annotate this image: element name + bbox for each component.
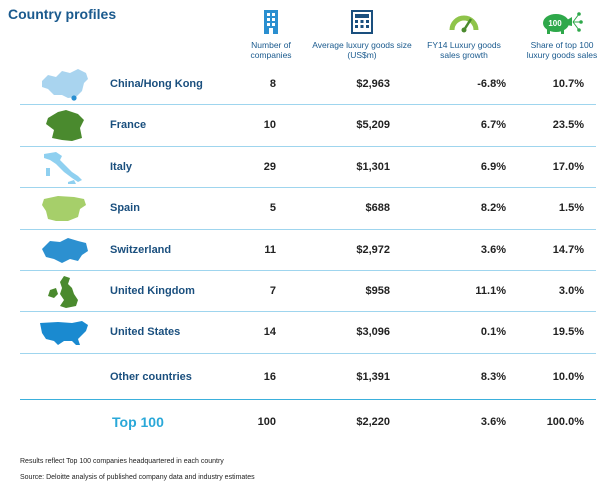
country-name: Spain	[110, 202, 140, 215]
sales-share: 100.0%	[546, 416, 584, 428]
sales-share: 10.0%	[552, 370, 584, 383]
average-size: $2,220	[356, 416, 390, 428]
average-size: $5,209	[356, 119, 390, 132]
table-row-total: Top 100 100 $2,220 3.6% 100.0%	[20, 403, 596, 441]
header-label: Average luxury goods size (US$m)	[312, 40, 412, 60]
average-size: $688	[365, 202, 390, 215]
page-title: Country profiles	[8, 6, 117, 22]
average-size: $3,096	[356, 326, 390, 339]
header-label: Share of top 100 luxury goods sales	[526, 40, 598, 60]
country-name: Switzerland	[110, 243, 172, 256]
sales-growth: 6.9%	[480, 160, 506, 173]
france-map-icon	[38, 108, 92, 143]
spain-map-icon	[38, 191, 92, 226]
sales-growth: 3.6%	[480, 243, 506, 256]
sales-growth: 8.2%	[480, 202, 506, 215]
sales-share: 3.0%	[558, 284, 584, 297]
sales-share: 14.7%	[552, 243, 584, 256]
sales-growth: 0.1%	[480, 326, 506, 339]
sales-growth: -6.8%	[477, 78, 506, 90]
company-count: 10	[263, 119, 276, 132]
average-size: $958	[365, 284, 390, 297]
italy-map-icon	[38, 150, 92, 185]
share-badge-text: 100	[548, 19, 562, 28]
sales-share: 10.7%	[552, 78, 584, 90]
total-label: Top 100	[112, 414, 164, 430]
sales-share: 23.5%	[552, 119, 584, 132]
source-note: Source: Deloitte analysis of published c…	[20, 474, 255, 481]
switzerland-map-icon	[38, 233, 92, 268]
header-label: FY14 Luxury goods sales growth	[427, 40, 501, 60]
table-row-us: United States 14 $3,096 0.1% 19.5%	[20, 312, 596, 354]
country-table: China/Hong Kong 8 $2,963 -6.8% 10.7% Fra…	[20, 64, 596, 400]
company-count: 100	[257, 416, 276, 428]
calculator-icon	[312, 8, 412, 36]
sales-growth: 11.1%	[475, 284, 506, 297]
table-row-italy: Italy 29 $1,301 6.9% 17.0%	[20, 147, 596, 189]
footnote: Results reflect Top 100 companies headqu…	[20, 458, 224, 465]
table-row-spain: Spain 5 $688 8.2% 1.5%	[20, 188, 596, 230]
table-row-switzerland: Switzerland 11 $2,972 3.6% 14.7%	[20, 230, 596, 271]
gauge-icon	[420, 8, 508, 36]
table-row-france: France 10 $5,209 6.7% 23.5%	[20, 105, 596, 147]
header-number-of-companies: Number of companies	[244, 8, 298, 60]
header-average-size: Average luxury goods size (US$m)	[312, 8, 412, 60]
sales-share: 19.5%	[552, 326, 584, 339]
country-name: France	[110, 119, 147, 132]
sales-growth: 8.3%	[480, 370, 506, 383]
average-size: $2,972	[356, 243, 390, 256]
piggy-bank-icon: 100	[520, 8, 604, 36]
table-row-china: China/Hong Kong 8 $2,963 -6.8% 10.7%	[20, 64, 596, 106]
table-row-uk: United Kingdom 7 $958 11.1% 3.0%	[20, 271, 596, 313]
building-icon	[244, 8, 298, 36]
table-row-other: Other countries 16 $1,391 8.3% 10.0%	[20, 354, 596, 400]
average-size: $1,391	[356, 370, 390, 383]
sales-share: 1.5%	[558, 202, 584, 215]
china-map-icon	[38, 67, 92, 102]
average-size: $1,301	[356, 160, 390, 173]
country-name: China/Hong Kong	[110, 78, 203, 90]
company-count: 11	[264, 243, 276, 256]
us-map-icon	[38, 315, 92, 350]
header-label: Number of companies	[250, 40, 292, 60]
company-count: 5	[269, 202, 276, 215]
country-name: United States	[110, 326, 181, 339]
company-count: 8	[269, 78, 276, 90]
company-count: 16	[263, 370, 276, 383]
country-name: Other countries	[110, 370, 192, 383]
company-count: 7	[269, 284, 276, 297]
header-sales-growth: FY14 Luxury goods sales growth	[420, 8, 508, 60]
sales-share: 17.0%	[552, 160, 584, 173]
company-count: 29	[263, 160, 276, 173]
header-share: 100 Share of top 100 luxury goods sales	[520, 8, 604, 60]
sales-growth: 6.7%	[480, 119, 506, 132]
country-name: United Kingdom	[110, 284, 195, 297]
sales-growth: 3.6%	[480, 416, 506, 428]
country-name: Italy	[110, 160, 133, 173]
uk-map-icon	[38, 274, 92, 309]
average-size: $2,963	[356, 78, 390, 90]
company-count: 14	[263, 326, 276, 339]
